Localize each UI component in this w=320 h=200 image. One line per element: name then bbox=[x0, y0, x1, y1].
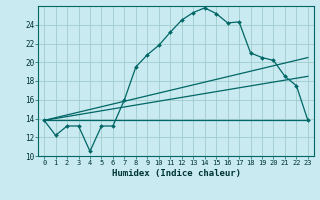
X-axis label: Humidex (Indice chaleur): Humidex (Indice chaleur) bbox=[111, 169, 241, 178]
